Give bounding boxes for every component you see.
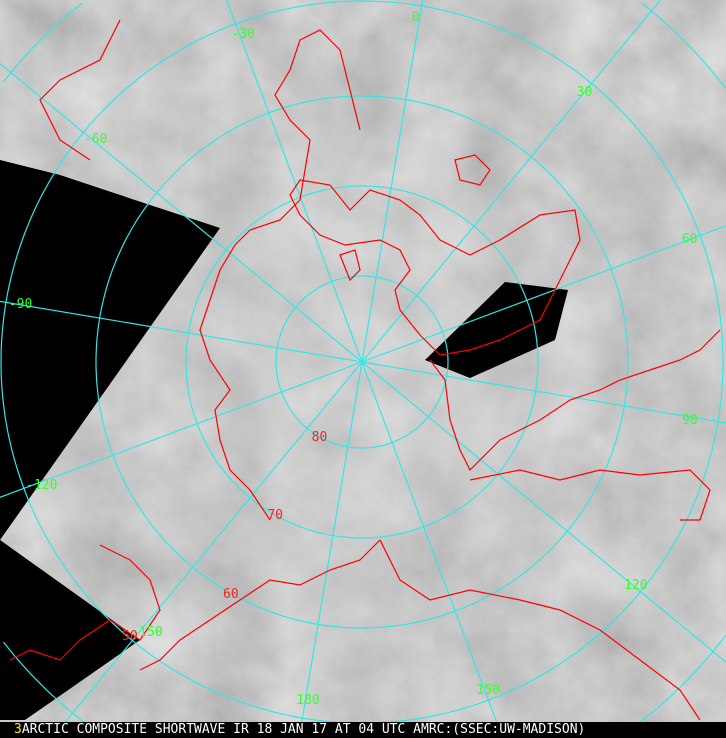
latitude-circle (0, 0, 724, 724)
longitude-label: 90 (682, 412, 698, 428)
caption-text: ARCTIC COMPOSITE SHORTWAVE IR 18 JAN 17 … (21, 722, 586, 737)
coastlines (9, 19, 721, 721)
latitude-circle (185, 185, 539, 539)
longitude-label: 0 (411, 9, 420, 25)
latitude-label: 60 (223, 586, 239, 602)
latitude-label: 80 (311, 429, 328, 445)
frame-number: 3 (14, 722, 22, 737)
meridian-line (226, 0, 363, 363)
longitude-label: -30 (231, 27, 255, 43)
meridian-line (361, 361, 726, 424)
coastline-europe-north (39, 19, 121, 161)
longitude-label: 120 (624, 577, 648, 593)
coastline-siberia (199, 229, 271, 521)
coastline-hudson (469, 469, 711, 521)
coastline-svalbard (339, 249, 361, 282)
meridian-line (361, 225, 726, 363)
coastline-alaska (379, 539, 701, 721)
coastline-scandinavia (249, 29, 361, 231)
meridian-line (0, 300, 363, 363)
meridian-line (361, 361, 726, 663)
meridian-line (361, 0, 661, 363)
meridian-line (0, 361, 363, 498)
no-data-swath (425, 282, 568, 378)
no-data-region-southwest (0, 540, 140, 720)
longitude-label: 180 (296, 693, 320, 708)
longitude-label: -150 (131, 625, 163, 641)
longitude-label: 150 (476, 682, 501, 698)
latitude-label: 70 (267, 508, 283, 524)
meridian-line (361, 0, 424, 363)
latitude-circle (95, 95, 629, 629)
longitude-label: 30 (576, 84, 593, 100)
image-caption: 3ARCTIC COMPOSITE SHORTWAVE IR 18 JAN 17… (0, 722, 726, 738)
latitude-circle (3, 641, 102, 736)
longitude-label: -120 (26, 477, 58, 493)
no-data-region-west (0, 160, 220, 540)
longitude-label: 60 (681, 232, 698, 248)
coastline-iceland (454, 154, 491, 186)
coastline-kamchatka (9, 544, 161, 661)
coastline-greenland (289, 179, 581, 356)
coastline-siberia-east (139, 539, 381, 671)
meridian-line (0, 63, 363, 363)
latitude-circle (275, 275, 449, 449)
meridian-line (298, 361, 363, 738)
latitude-circle (641, 3, 726, 89)
latitude-label: 50 (122, 629, 138, 644)
longitude-label: -90 (8, 297, 33, 313)
meridian-line (51, 361, 363, 738)
latitude-circle (3, 3, 83, 83)
longitude-label: -60 (83, 132, 108, 148)
coastline-canada (429, 329, 721, 472)
meridian-line (361, 361, 504, 738)
